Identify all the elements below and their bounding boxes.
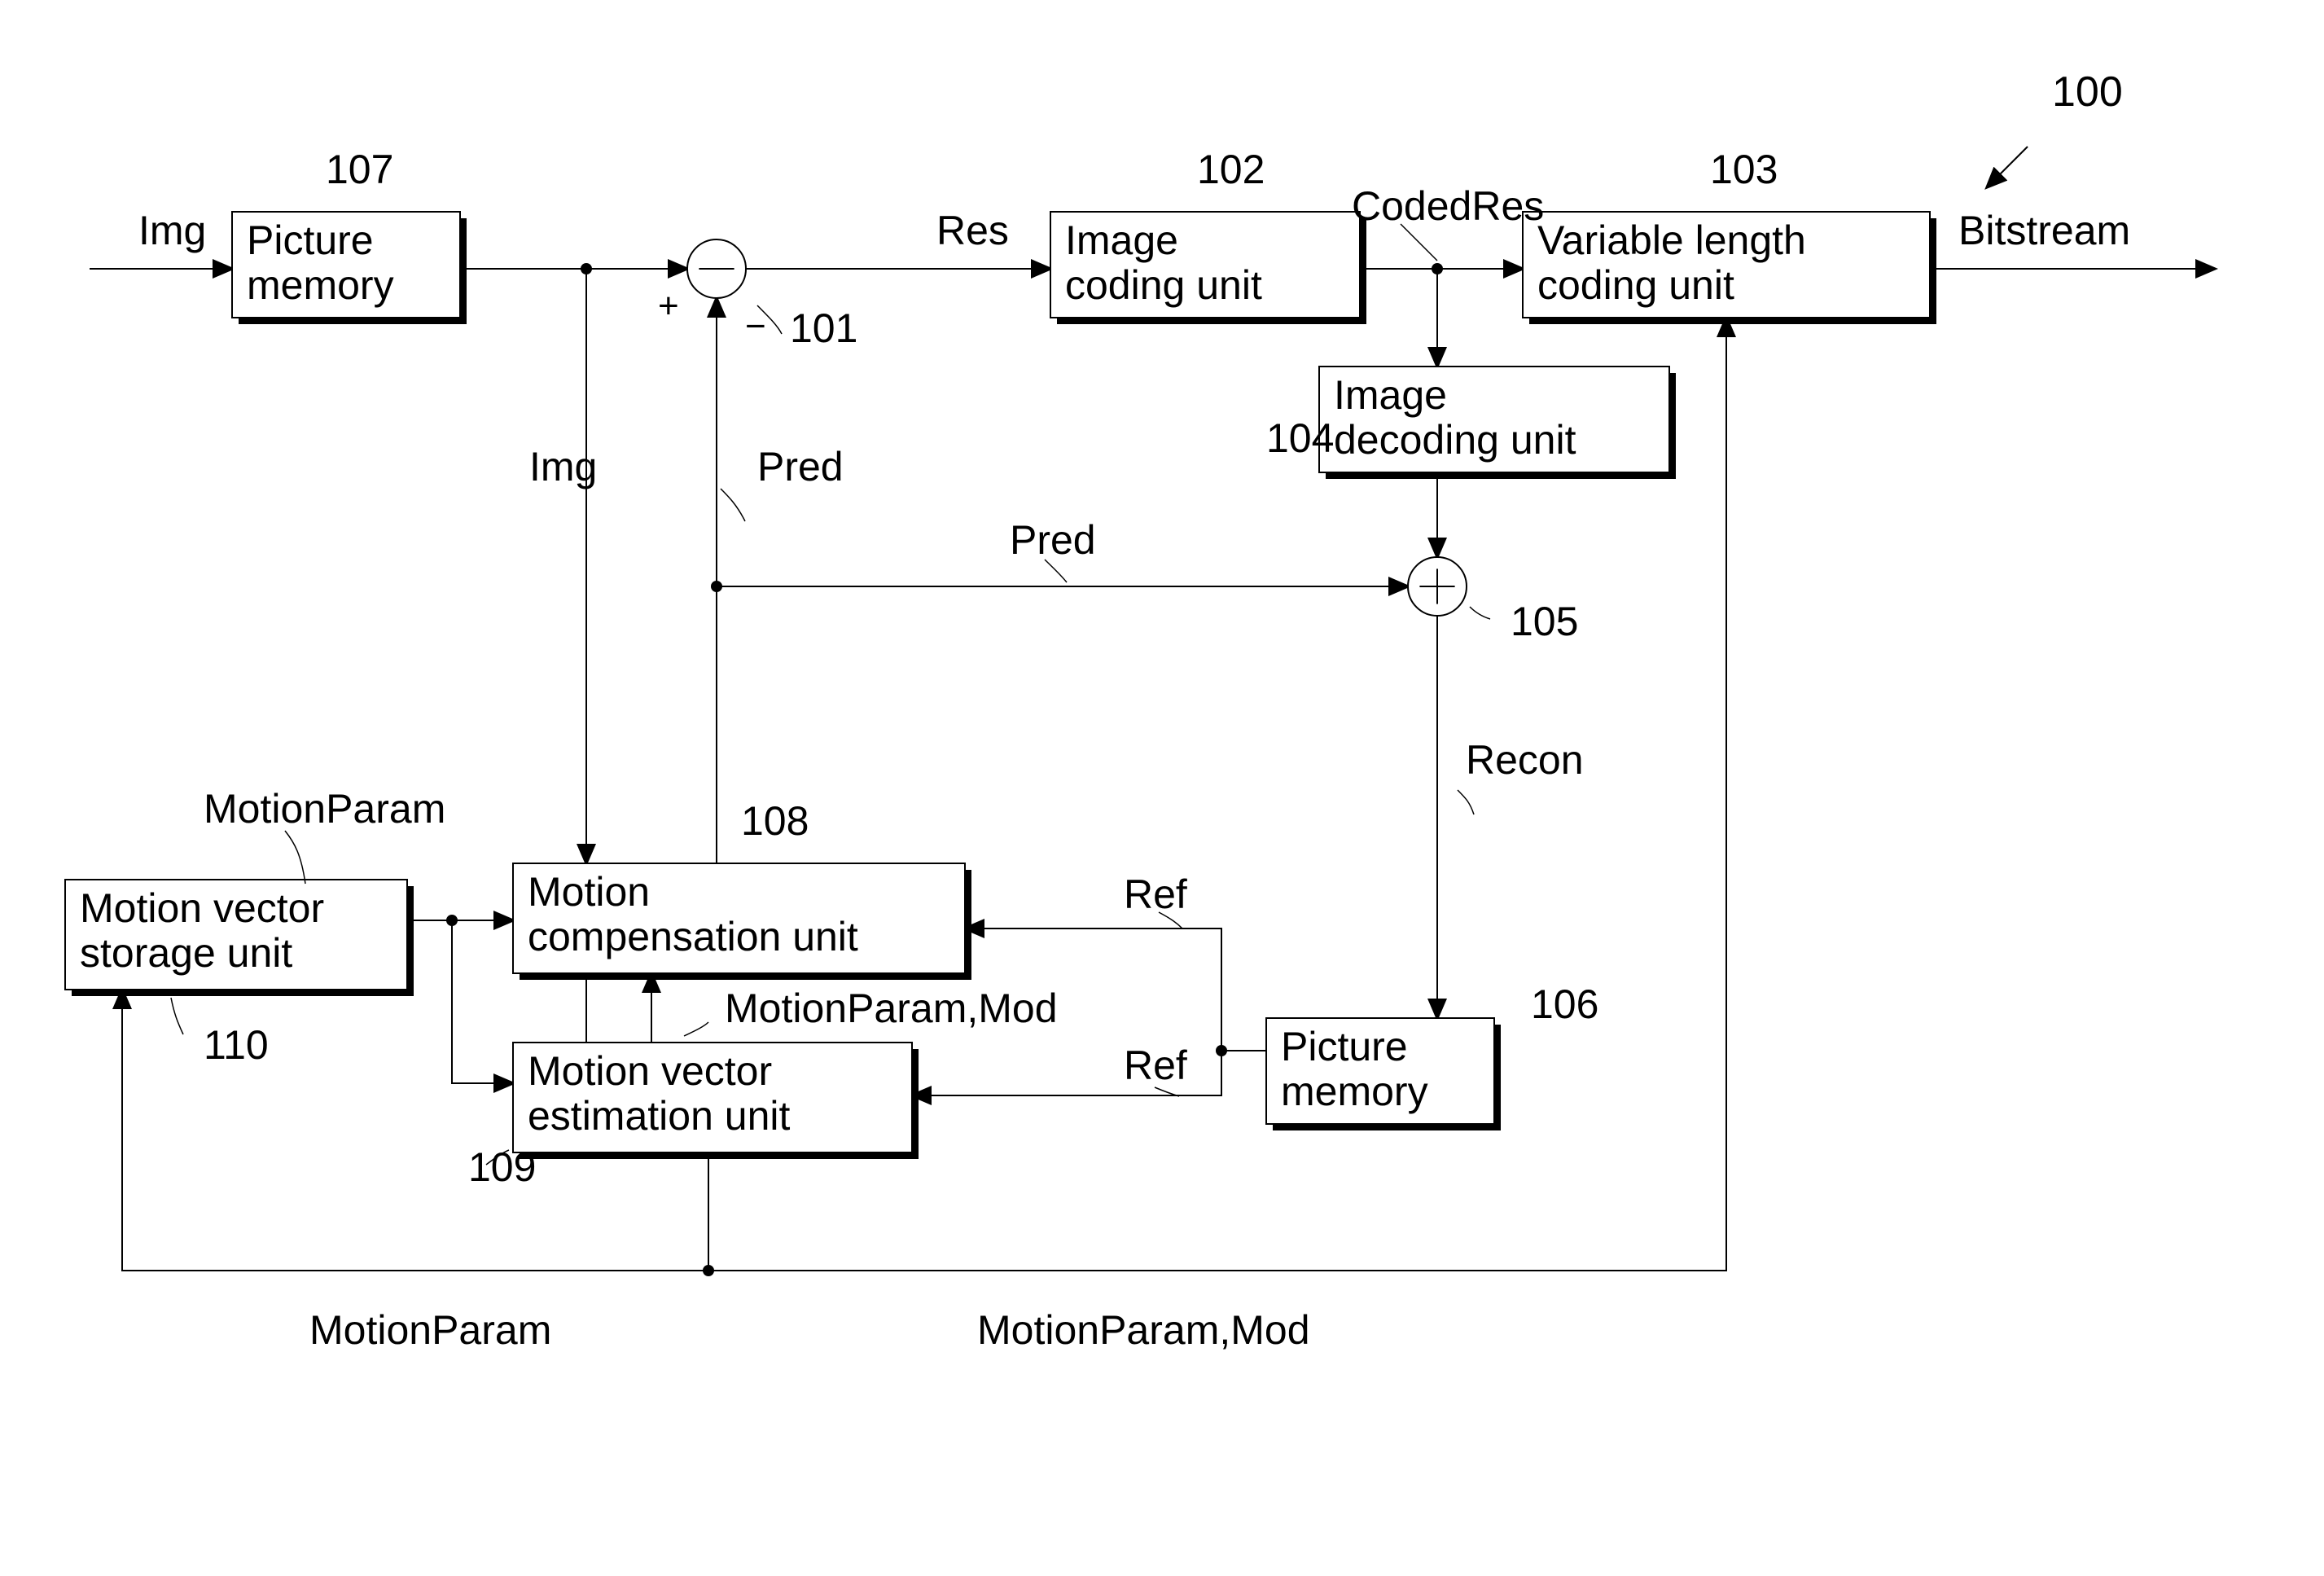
motion_vec_est: Motion vectorestimation unit 109 (468, 1043, 919, 1190)
subtractor: 101 + − (658, 239, 857, 351)
image_coding-id: 102 (1197, 147, 1265, 192)
image_coding-label-1: coding unit (1065, 262, 1262, 308)
motion_comp: Motioncompensation unit 108 (513, 798, 971, 980)
picture_memory_2: Picturememory 106 (1266, 981, 1598, 1130)
leader-3 (1045, 560, 1067, 582)
motion_vec_est-label-0: Motion vector (528, 1048, 772, 1094)
signal-motion_param_mod: MotionParam,Mod (725, 986, 1058, 1031)
image_decoding-label-1: decoding unit (1334, 417, 1576, 463)
leader-1 (1401, 224, 1437, 261)
vlc-label-1: coding unit (1537, 262, 1734, 308)
leader-11 (1470, 607, 1490, 619)
image_coding-label-0: Image (1065, 217, 1178, 263)
motion_comp-label-0: Motion (528, 869, 650, 915)
signal-ref_upper: Ref (1124, 871, 1187, 917)
motion_comp-label-1: compensation unit (528, 914, 858, 959)
picture_memory_1-label-1: memory (247, 262, 394, 308)
image_decoding-id: 104 (1266, 415, 1334, 461)
signal-img_in: Img (138, 208, 206, 253)
leader-2 (721, 489, 745, 521)
image_decoding: Imagedecoding unit104 (1266, 367, 1676, 479)
signal-bitstream: Bitstream (1958, 208, 2130, 253)
leader-9 (171, 998, 183, 1034)
signal-ref_lower: Ref (1124, 1043, 1187, 1088)
e-pred-right (711, 581, 1408, 592)
signal-img_down: Img (529, 444, 597, 489)
signal-pred_right: Pred (1010, 517, 1096, 563)
motion_vec_storage-label-0: Motion vector (80, 885, 324, 931)
signal-motion_param_upper: MotionParam (204, 786, 445, 832)
leader-6 (684, 1022, 708, 1036)
vlc-id: 103 (1710, 147, 1778, 192)
image_coding: Imagecoding unit 102 (1050, 147, 1366, 324)
diagram-canvas: Picturememory107101+−Imagecoding unit102… (0, 0, 2324, 1576)
e-ic-dec (1432, 263, 1443, 367)
leader-4 (1458, 790, 1474, 814)
signal-coded_res: CodedRes (1352, 183, 1544, 229)
leader-5 (285, 831, 305, 884)
motion_vec_storage: Motion vectorstorage unit 110 (65, 880, 414, 1068)
svg-text:+: + (658, 286, 679, 326)
picture_memory_2-label-0: Picture (1281, 1024, 1408, 1069)
motion_vec_storage-id: 110 (204, 1022, 269, 1068)
picture_memory_1: Picturememory 107 (232, 147, 467, 324)
signal-motion_param_mod_bottom_r: MotionParam,Mod (977, 1307, 1310, 1353)
signal-motion_param_bottom_l: MotionParam (309, 1307, 551, 1353)
vlc: Variable lengthcoding unit 103 (1523, 147, 1936, 324)
svg-text:−: − (745, 306, 766, 346)
e-store-est (446, 915, 513, 1083)
motion_vec_est-id: 109 (468, 1144, 536, 1190)
subtractor-id: 101 (790, 305, 857, 351)
signal-pred_up: Pred (757, 444, 844, 489)
figure-arrow (1987, 147, 2028, 187)
motion_vec_est-label-1: estimation unit (528, 1093, 790, 1139)
vlc-label-0: Variable length (1537, 217, 1806, 263)
figure-id: 100 (2052, 68, 2123, 116)
picture_memory_2-id: 106 (1531, 981, 1598, 1027)
image_decoding-label-0: Image (1334, 372, 1447, 418)
picture_memory_1-id: 107 (326, 147, 393, 192)
motion_vec_storage-label-1: storage unit (80, 930, 292, 976)
signal-res: Res (936, 208, 1009, 253)
motion_comp-id: 108 (741, 798, 809, 844)
adder: 105 (1408, 557, 1578, 644)
picture_memory_2-label-1: memory (1281, 1069, 1428, 1114)
e-img-down (581, 263, 592, 863)
picture_memory_1-label-0: Picture (247, 217, 374, 263)
adder-id: 105 (1511, 599, 1578, 644)
signal-recon: Recon (1466, 737, 1584, 783)
